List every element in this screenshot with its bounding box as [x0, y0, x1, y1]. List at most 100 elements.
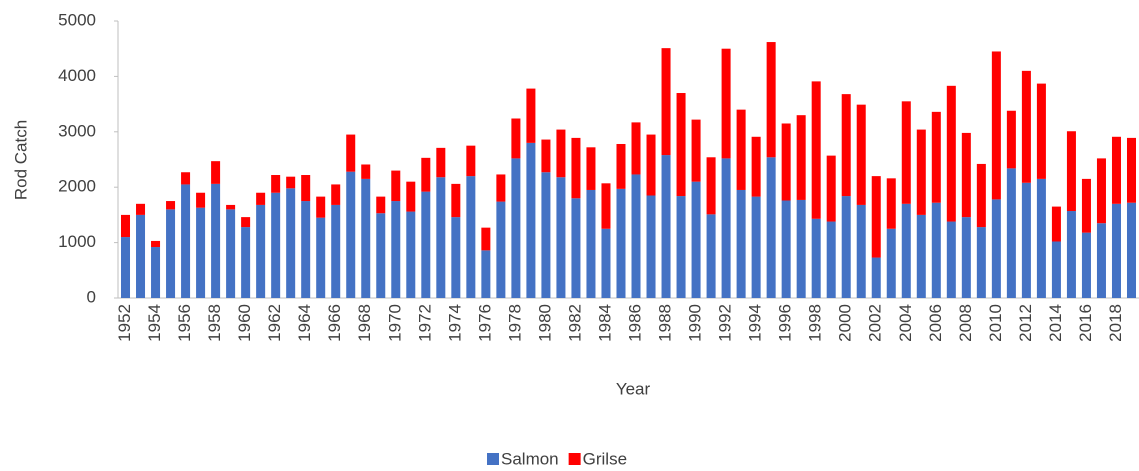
bar-segment	[661, 48, 671, 156]
bar-segment	[181, 172, 191, 185]
bar-segment	[286, 188, 296, 298]
bar-segment	[826, 221, 836, 298]
x-tick-label: 1960	[235, 304, 254, 342]
bar-segment	[541, 172, 551, 298]
bar-segment	[361, 164, 371, 179]
x-tick-label: 1962	[265, 304, 284, 342]
bar-segment	[976, 163, 986, 228]
x-tick-label: 2002	[866, 304, 885, 342]
bar-segment	[871, 176, 881, 258]
bar-segment	[646, 134, 656, 196]
bar-segment	[1111, 136, 1121, 204]
bar-segment	[406, 211, 416, 298]
bar-segment	[676, 196, 686, 298]
bar-segment	[931, 202, 941, 298]
bar-segment	[1051, 241, 1061, 298]
bar-segment	[1021, 70, 1031, 183]
bar-segment	[1081, 178, 1091, 233]
x-tick-label: 1958	[205, 304, 224, 342]
bar-segment	[631, 122, 641, 175]
bar-segment	[586, 147, 596, 190]
x-tick-label: 1980	[535, 304, 554, 342]
y-tick-label: 0	[87, 287, 96, 306]
x-tick-label: 2012	[1016, 304, 1035, 342]
x-tick-label: 1954	[145, 304, 164, 342]
bar-segment	[691, 181, 701, 298]
x-tick-label: 1994	[746, 304, 765, 342]
x-tick-label: 1970	[385, 304, 404, 342]
bar-segment	[451, 217, 461, 298]
bar-segment	[166, 209, 176, 298]
bar-segment	[526, 88, 536, 143]
bar-segment	[346, 171, 356, 298]
bar-segment	[616, 188, 626, 298]
bar-segment	[766, 42, 776, 158]
bar-segment	[226, 209, 236, 298]
bar-segment	[991, 51, 1001, 200]
bar-segment	[736, 189, 746, 298]
bar-segment	[586, 189, 596, 298]
bar-segment	[496, 174, 506, 202]
bar-segment	[541, 139, 551, 173]
bar-segment	[466, 145, 476, 177]
bar-segment	[571, 198, 581, 298]
bar-segment	[286, 176, 296, 189]
y-tick-label: 4000	[58, 66, 96, 85]
bar-segment	[796, 199, 806, 298]
x-tick-label: 2018	[1106, 304, 1125, 342]
x-tick-label: 2008	[956, 304, 975, 342]
bar-segment	[271, 192, 281, 298]
bar-segment	[511, 158, 521, 298]
y-tick-label: 1000	[58, 232, 96, 251]
x-tick-label: 1952	[115, 304, 134, 342]
x-tick-label: 2006	[926, 304, 945, 342]
bar-segment	[901, 203, 911, 298]
bar-segment	[646, 195, 656, 298]
bar-segment	[406, 181, 416, 212]
bar-segment	[241, 227, 251, 298]
bar-segment	[796, 115, 806, 200]
bar-segment	[691, 119, 701, 182]
bar-segment	[961, 132, 971, 218]
bar-segment	[571, 137, 581, 199]
bar-segment	[841, 196, 851, 298]
bar-segment	[376, 196, 386, 214]
bar-segment	[166, 201, 176, 210]
bar-segment	[721, 158, 731, 298]
bar-segment	[391, 170, 401, 202]
bar-segment	[256, 192, 266, 205]
bar-segment	[946, 85, 956, 222]
legend-swatch	[568, 453, 581, 465]
bar-segment	[766, 157, 776, 298]
bar-segment	[346, 134, 356, 172]
bar-segment	[211, 183, 221, 298]
bar-segment	[721, 48, 731, 159]
bar-segment	[856, 204, 866, 298]
legend-label: Salmon	[501, 449, 559, 468]
bar-segment	[616, 143, 626, 189]
bar-segment	[1006, 168, 1016, 298]
bar-segment	[211, 161, 221, 184]
x-tick-label: 1966	[325, 304, 344, 342]
bar-segment	[436, 177, 446, 298]
x-tick-label: 2010	[986, 304, 1005, 342]
bar-segment	[751, 196, 761, 298]
bar-segment	[661, 155, 671, 298]
bar-segment	[361, 178, 371, 298]
x-tick-label: 1978	[505, 304, 524, 342]
bar-segment	[1036, 178, 1046, 298]
bar-segment	[1021, 182, 1031, 298]
bar-segment	[901, 101, 911, 204]
bar-segment	[466, 176, 476, 298]
bar-segment	[136, 214, 146, 298]
bar-segment	[1126, 202, 1136, 298]
bar-segment	[991, 199, 1001, 298]
bar-segment	[601, 183, 611, 229]
bar-segment	[421, 191, 431, 298]
bar-segment	[1081, 232, 1091, 298]
bar-segment	[226, 204, 236, 210]
bar-segment	[811, 81, 821, 219]
x-tick-label: 2000	[836, 304, 855, 342]
bar-segment	[916, 129, 926, 215]
